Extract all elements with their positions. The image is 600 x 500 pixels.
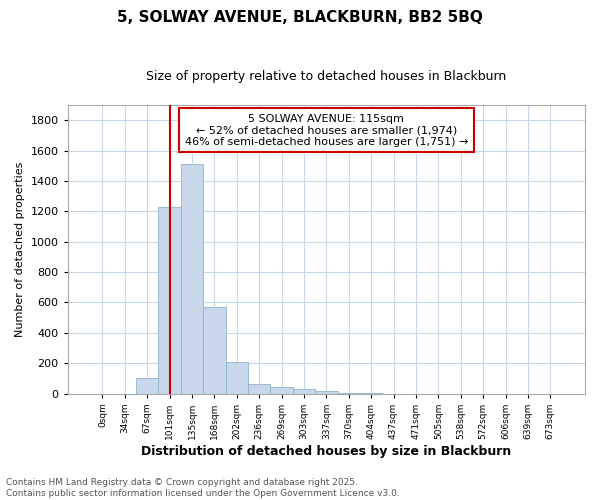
Bar (248, 384, 271, 394)
X-axis label: Distribution of detached houses by size in Blackburn: Distribution of detached houses by size … (141, 444, 511, 458)
Text: 5, SOLWAY AVENUE, BLACKBURN, BB2 5BQ: 5, SOLWAY AVENUE, BLACKBURN, BB2 5BQ (117, 10, 483, 25)
Bar (203, 307, 226, 394)
Bar (136, 378, 158, 394)
Bar (315, 390, 338, 394)
Bar (271, 386, 293, 394)
Y-axis label: Number of detached properties: Number of detached properties (15, 162, 25, 337)
Bar (293, 389, 315, 394)
Bar (226, 362, 248, 394)
Text: 5 SOLWAY AVENUE: 115sqm
← 52% of detached houses are smaller (1,974)
46% of semi: 5 SOLWAY AVENUE: 115sqm ← 52% of detache… (185, 114, 468, 147)
Text: Contains HM Land Registry data © Crown copyright and database right 2025.
Contai: Contains HM Land Registry data © Crown c… (6, 478, 400, 498)
Title: Size of property relative to detached houses in Blackburn: Size of property relative to detached ho… (146, 70, 506, 83)
Bar (181, 164, 203, 394)
Bar (158, 206, 181, 394)
Bar (338, 393, 360, 394)
